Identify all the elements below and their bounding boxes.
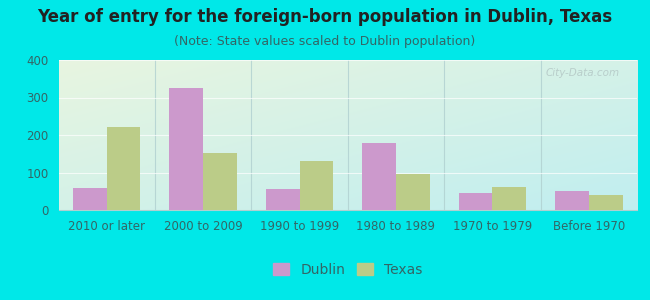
Text: Year of entry for the foreign-born population in Dublin, Texas: Year of entry for the foreign-born popul… <box>38 8 612 26</box>
Bar <box>459 193 493 210</box>
Bar <box>396 174 430 210</box>
Bar <box>170 88 203 210</box>
Bar <box>73 188 107 210</box>
Bar <box>493 187 526 210</box>
Bar <box>362 143 396 210</box>
Bar <box>107 127 140 210</box>
Text: City-Data.com: City-Data.com <box>545 68 619 77</box>
Bar <box>555 191 589 210</box>
Bar <box>266 189 300 210</box>
Text: (Note: State values scaled to Dublin population): (Note: State values scaled to Dublin pop… <box>174 34 476 47</box>
Bar <box>203 153 237 210</box>
Bar <box>589 195 623 210</box>
Bar <box>300 161 333 210</box>
Legend: Dublin, Texas: Dublin, Texas <box>268 259 427 281</box>
